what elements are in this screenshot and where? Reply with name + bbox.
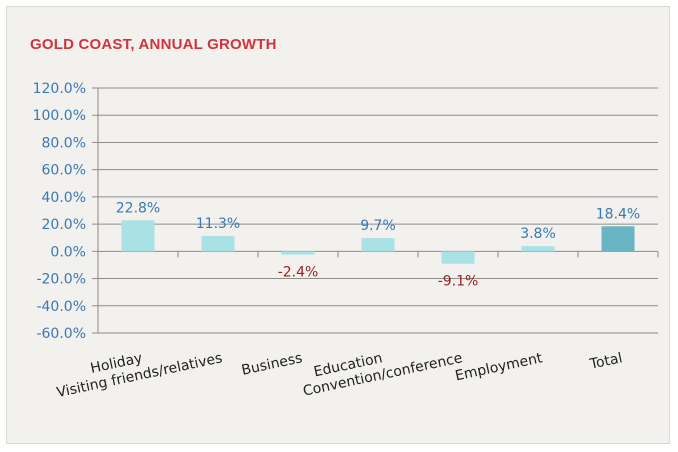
data-label: 18.4%	[596, 206, 640, 222]
y-tick-label: 20.0%	[42, 217, 86, 233]
category-label: Employment	[454, 350, 545, 384]
chart-title: GOLD COAST, ANNUAL GROWTH	[30, 36, 277, 53]
y-tick-label: -20.0%	[36, 272, 86, 288]
bars	[121, 220, 635, 264]
chart-frame	[6, 6, 670, 444]
y-tick-label: -60.0%	[36, 326, 86, 342]
data-label: 22.8%	[116, 200, 160, 216]
y-axis-labels: 120.0% 100.0% 80.0% 60.0% 40.0% 20.0% 0.0% -20.…	[33, 81, 86, 342]
data-label: -2.4%	[278, 265, 319, 281]
data-label: 9.7%	[360, 218, 396, 234]
y-tick-label: 120.0%	[33, 81, 86, 97]
y-tick-label: 40.0%	[42, 190, 86, 206]
y-tick-label: -40.0%	[36, 299, 86, 315]
bar-convention-conference	[441, 251, 475, 264]
data-labels: 22.8% 11.3% -2.4% 9.7% -9.1% 3.8% 18.4%	[116, 200, 640, 289]
y-tick-label: 0.0%	[50, 244, 86, 260]
bar-holiday	[121, 220, 155, 252]
y-tick-label: 80.0%	[42, 135, 86, 151]
bar-business	[281, 251, 315, 255]
data-label: 11.3%	[196, 216, 240, 232]
bar-employment	[521, 246, 555, 252]
y-tick-label: 60.0%	[42, 163, 86, 179]
y-tick-label: 100.0%	[33, 108, 86, 124]
category-label: Total	[588, 350, 624, 373]
bar-total	[601, 226, 635, 252]
category-label: Business	[240, 350, 304, 378]
gridlines	[92, 87, 659, 334]
bar-visiting-friends-relatives	[201, 235, 235, 252]
bar-education	[361, 238, 395, 252]
data-label: -9.1%	[438, 274, 479, 290]
data-label: 3.8%	[520, 226, 556, 242]
